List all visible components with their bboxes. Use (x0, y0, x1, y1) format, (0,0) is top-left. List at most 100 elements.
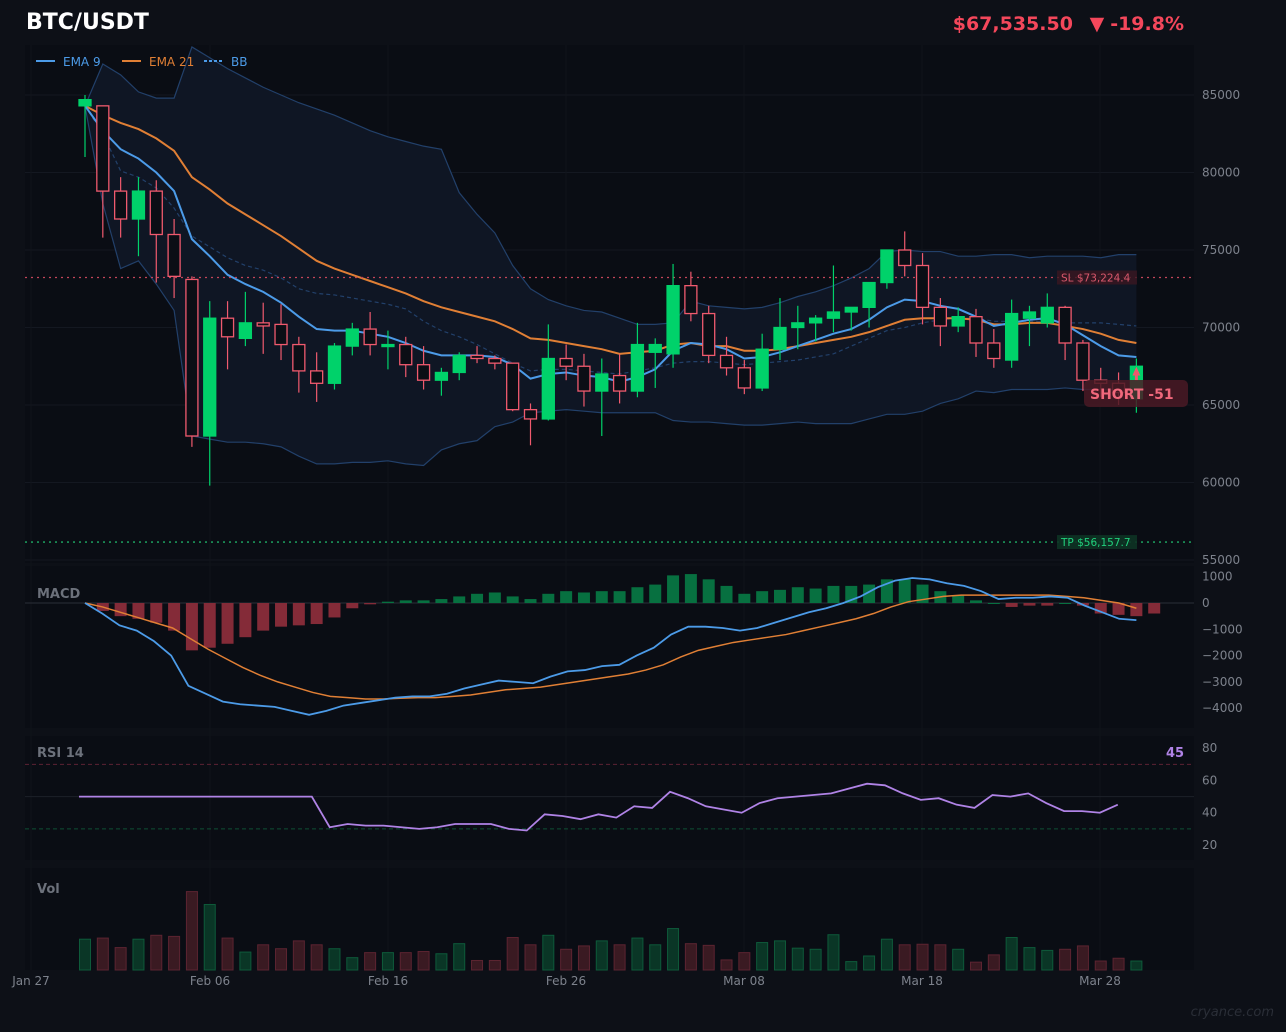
macd-histogram-bar (667, 575, 680, 603)
candle (203, 301, 217, 486)
macd-histogram-bar (328, 603, 341, 618)
candle (470, 346, 484, 364)
candle (238, 291, 253, 347)
candle (987, 329, 1001, 368)
candle-body (987, 342, 1001, 360)
macd-histogram-bar (1005, 603, 1018, 607)
candle (630, 322, 645, 398)
candle (256, 302, 270, 354)
date-tick-label: Jan 27 (11, 974, 50, 988)
price-tick-label: 60000 (1202, 476, 1240, 490)
bb-lower-line (84, 105, 1137, 467)
price-tick-label: 70000 (1202, 321, 1240, 335)
macd-histogram-bar (203, 603, 216, 648)
legend-label: BB (231, 55, 247, 69)
macd-histogram-bar (364, 603, 377, 605)
candle (399, 336, 413, 378)
signal-label: SHORT -51 (1090, 387, 1174, 403)
candle-body (773, 326, 787, 350)
volume-bar (845, 961, 858, 971)
candle (488, 355, 502, 370)
macd-histogram-bar (524, 599, 537, 603)
candle-body (1076, 342, 1090, 381)
rsi-line (79, 782, 1119, 832)
candle (702, 305, 716, 364)
volume-bar (916, 943, 929, 971)
volume-bar (613, 944, 626, 971)
candle (167, 219, 181, 299)
candle (381, 330, 395, 370)
candle (755, 333, 769, 392)
candle-body (1058, 306, 1072, 344)
candle-body (1022, 311, 1037, 319)
candle (1004, 299, 1019, 368)
candle (185, 276, 199, 447)
macd-histogram-bar (756, 591, 769, 603)
candle-body (933, 306, 948, 327)
candle-body (559, 357, 573, 367)
candle (1076, 339, 1090, 392)
candle-body (434, 371, 449, 381)
macd-histogram-bar (488, 592, 501, 603)
macd-histogram-bar (221, 603, 234, 644)
volume-bar (1041, 949, 1054, 971)
candle-body (220, 317, 235, 338)
symbol-title: BTC/USDT (26, 10, 149, 35)
candle (131, 177, 146, 257)
candle (808, 315, 823, 342)
volume-bar (560, 948, 573, 971)
macd-tick-label: −1000 (1202, 622, 1243, 636)
rsi-tick-label: 80 (1202, 741, 1217, 755)
volume-bar (720, 959, 733, 971)
candle (773, 298, 787, 361)
candle-body (898, 249, 912, 267)
macd-histogram-bar (150, 603, 163, 623)
volume-bar (257, 944, 270, 971)
macd-histogram-bar (809, 588, 822, 603)
volume-bar (1112, 957, 1125, 971)
date-tick-label: Mar 18 (901, 974, 943, 988)
rsi-tick-label: 40 (1202, 806, 1217, 820)
macd-tick-label: 0 (1202, 596, 1210, 610)
candle (880, 249, 894, 289)
macd-panel-label: MACD (37, 587, 81, 602)
candle-body (808, 317, 823, 324)
sl-tag (1057, 270, 1137, 285)
candle (363, 312, 377, 356)
macd-histogram-bar (791, 587, 804, 603)
macd-histogram-bar (738, 593, 751, 603)
candle (648, 338, 662, 388)
volume-bar (1130, 960, 1143, 971)
macd-histogram-bar (613, 591, 626, 603)
candle (113, 177, 128, 238)
candle (506, 362, 520, 412)
macd-histogram-bar (275, 603, 288, 627)
candle (434, 367, 449, 396)
macd-histogram-bar (132, 603, 145, 619)
macd-histogram-bar (827, 585, 840, 603)
volume-bar (381, 952, 394, 971)
price-tick-label: 55000 (1202, 553, 1240, 567)
macd-tick-label: −2000 (1202, 649, 1243, 663)
candle-body (310, 370, 324, 384)
candle-body (292, 343, 306, 372)
volume-bar (631, 937, 644, 971)
candle-body (488, 357, 502, 364)
rsi-current-value: 45 (1166, 746, 1184, 761)
volume-bar (809, 948, 822, 971)
volume-bar (756, 942, 769, 971)
price-tick-label: 85000 (1202, 88, 1240, 102)
volume-bar (1094, 960, 1107, 971)
volume-bar (168, 935, 181, 971)
candle-body (113, 190, 128, 220)
candle (1022, 305, 1037, 347)
macd-histogram-bar (506, 596, 519, 603)
volume-bar (79, 938, 91, 971)
legend-label: EMA 9 (63, 55, 101, 69)
candle (595, 358, 609, 436)
candle-body (702, 312, 716, 357)
macd-histogram-bar (684, 574, 697, 603)
candle-body (684, 284, 698, 315)
volume-bar (1023, 947, 1036, 971)
